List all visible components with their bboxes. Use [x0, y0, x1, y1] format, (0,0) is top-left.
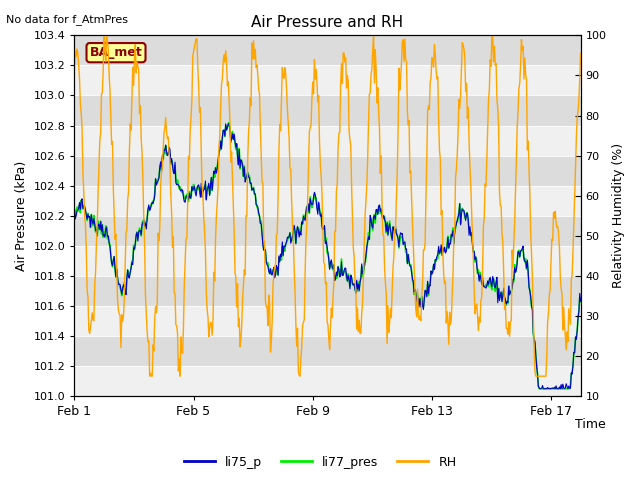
- Text: No data for f_AtmPres: No data for f_AtmPres: [6, 14, 129, 25]
- Bar: [74, 366, 580, 396]
- Bar: [74, 216, 580, 246]
- Bar: [74, 65, 580, 96]
- Bar: [74, 186, 580, 216]
- Legend: li75_p, li77_pres, RH: li75_p, li77_pres, RH: [179, 451, 461, 474]
- Title: Air Pressure and RH: Air Pressure and RH: [252, 15, 404, 30]
- Bar: [74, 156, 580, 186]
- Bar: [74, 126, 580, 156]
- Bar: [74, 96, 580, 126]
- Bar: [74, 36, 580, 65]
- Text: BA_met: BA_met: [90, 46, 142, 59]
- Bar: [74, 276, 580, 306]
- Bar: [74, 306, 580, 336]
- Y-axis label: Air Pressure (kPa): Air Pressure (kPa): [15, 161, 28, 271]
- X-axis label: Time: Time: [575, 418, 606, 431]
- Bar: [74, 246, 580, 276]
- Y-axis label: Relativity Humidity (%): Relativity Humidity (%): [612, 143, 625, 288]
- Bar: [74, 336, 580, 366]
